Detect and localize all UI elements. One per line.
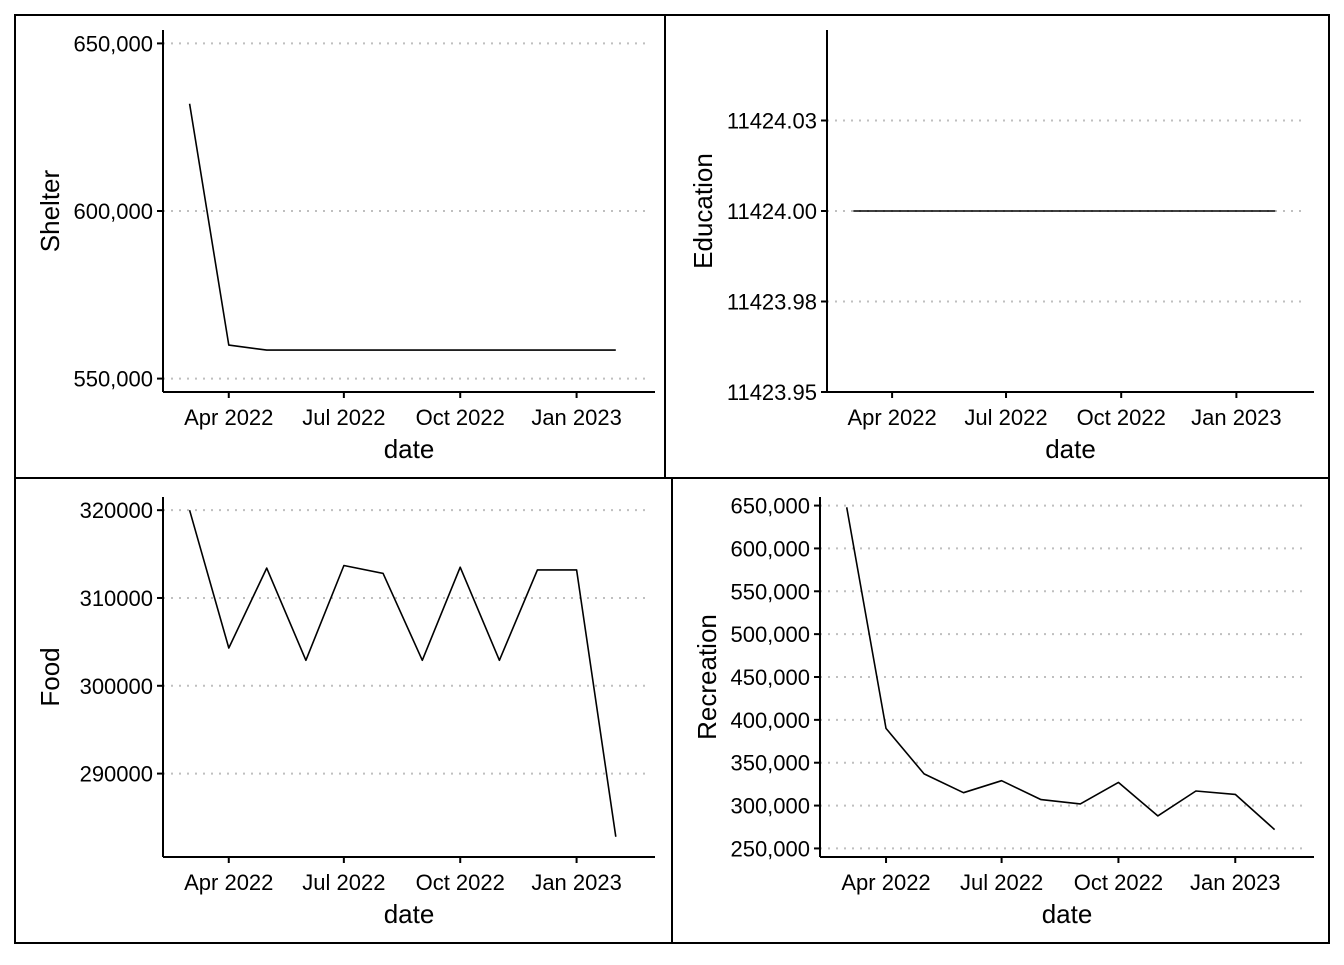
x-tick-label-recreation-2: Oct 2022 xyxy=(1074,870,1163,895)
y-tick-label-food-0: 290000 xyxy=(80,762,153,787)
x-tick-label-shelter-2: Oct 2022 xyxy=(416,405,505,430)
x-tick-label-food-3: Jan 2023 xyxy=(531,870,622,895)
x-tick-label-food-2: Oct 2022 xyxy=(416,870,505,895)
xlabel-education: date xyxy=(1045,434,1096,464)
xlabel-shelter: date xyxy=(384,434,435,464)
x-tick-label-food-0: Apr 2022 xyxy=(184,870,273,895)
ylabel-food: Food xyxy=(35,647,65,706)
y-tick-label-food-3: 320000 xyxy=(80,498,153,523)
y-tick-label-food-2: 310000 xyxy=(80,586,153,611)
y-tick-label-education-0: 11423.95 xyxy=(727,380,817,405)
series-line-recreation xyxy=(845,507,1276,831)
ylabel-recreation: Recreation xyxy=(692,614,722,740)
y-tick-label-recreation-8: 650,000 xyxy=(730,494,810,519)
y-tick-label-recreation-4: 450,000 xyxy=(730,665,810,690)
y-tick-label-education-1: 11423.98 xyxy=(727,290,817,315)
y-tick-label-recreation-5: 500,000 xyxy=(730,622,810,647)
panel-recreation: 250,000 300,000 350,000 400,000 450,000 500,0… xyxy=(692,494,1314,929)
x-tick-label-recreation-1: Jul 2022 xyxy=(960,870,1043,895)
x-tick-label-education-0: Apr 2022 xyxy=(847,405,936,430)
y-tick-label-shelter-2: 650,000 xyxy=(73,31,153,56)
panel-shelter: 550,000 600,000 650,000 Apr 2022 Jul 2022 Oct… xyxy=(35,30,655,464)
y-tick-label-education-2: 11424.00 xyxy=(727,199,817,224)
y-tick-label-recreation-7: 600,000 xyxy=(730,536,810,561)
y-tick-label-shelter-0: 550,000 xyxy=(73,367,153,392)
panel-food: 290000 300000 310000 320000 Apr 2022 Jul 2022… xyxy=(35,497,655,929)
ylabel-shelter: Shelter xyxy=(35,169,65,252)
y-tick-label-recreation-3: 400,000 xyxy=(730,708,810,733)
panel-borders xyxy=(14,14,1330,944)
xlabel-recreation: date xyxy=(1042,899,1093,929)
y-tick-label-education-3: 11424.03 xyxy=(727,109,817,134)
series-line-shelter xyxy=(188,103,616,351)
x-tick-label-shelter-3: Jan 2023 xyxy=(531,405,622,430)
y-tick-label-recreation-2: 350,000 xyxy=(730,751,810,776)
panel-education: 11423.95 11423.98 11424.00 11424.03 Apr 2022… xyxy=(688,30,1314,464)
x-tick-label-education-1: Jul 2022 xyxy=(964,405,1047,430)
x-tick-label-recreation-0: Apr 2022 xyxy=(841,870,930,895)
xlabel-food: date xyxy=(384,899,435,929)
x-tick-label-shelter-0: Apr 2022 xyxy=(184,405,273,430)
x-tick-label-education-2: Oct 2022 xyxy=(1077,405,1166,430)
y-tick-label-food-1: 300000 xyxy=(80,674,153,699)
x-tick-label-shelter-1: Jul 2022 xyxy=(302,405,385,430)
series-line-food xyxy=(188,509,617,837)
ylabel-education: Education xyxy=(688,153,718,269)
x-tick-label-food-1: Jul 2022 xyxy=(302,870,385,895)
x-tick-label-recreation-3: Jan 2023 xyxy=(1190,870,1281,895)
x-tick-label-education-3: Jan 2023 xyxy=(1191,405,1282,430)
y-tick-label-recreation-0: 250,000 xyxy=(730,836,810,861)
panel-border-recreation xyxy=(671,477,1330,944)
y-tick-label-recreation-6: 550,000 xyxy=(730,579,810,604)
y-tick-label-recreation-1: 300,000 xyxy=(730,794,810,819)
y-tick-label-shelter-1: 600,000 xyxy=(73,199,153,224)
